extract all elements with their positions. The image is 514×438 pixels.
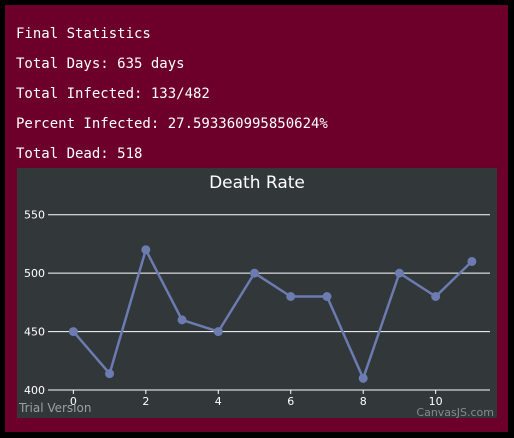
death-rate-chart: Death Rate 400 450 500 550 0 2 4 6 8 10 Trial Ve…: [17, 168, 497, 418]
x-tick-label-2: 2: [142, 395, 149, 408]
y-tick-label-400: 400: [24, 384, 45, 397]
data-point-11: [467, 256, 477, 266]
data-point-10: [431, 292, 441, 301]
percent-infected: Percent Infected: 27.593360995850624%: [16, 116, 328, 132]
total-days: Total Days: 635 days: [16, 56, 185, 72]
y-tick-label-450: 450: [24, 326, 45, 339]
y-tick-label-550: 550: [24, 209, 45, 222]
stats-heading: Final Statistics: [16, 26, 151, 42]
chart-title: Death Rate: [209, 173, 305, 193]
x-tick-label-8: 8: [360, 395, 367, 408]
x-tick-label-0: 0: [70, 395, 77, 408]
data-point-8: [358, 373, 368, 383]
data-point-2: [141, 245, 151, 255]
grid-lines: [48, 214, 490, 333]
total-infected: Total Infected: 133/482: [16, 86, 210, 102]
data-point-5: [250, 268, 260, 278]
data-point-1: [105, 369, 115, 379]
data-point-7: [322, 292, 332, 301]
statistics-panel: Final Statistics Total Days: 635 days To…: [5, 5, 508, 432]
trial-watermark: Trial Version: [18, 401, 91, 415]
x-axis-ticks: 0 2 4 6 8 10: [70, 390, 443, 408]
death-rate-series: [68, 245, 477, 383]
chart-svg: Death Rate 400 450 500 550 0 2 4 6 8 10 Trial Ve…: [18, 173, 494, 418]
x-tick-label-6: 6: [287, 395, 294, 408]
death-rate-line: [72, 248, 473, 380]
data-point-3: [177, 315, 187, 325]
y-tick-label-500: 500: [24, 267, 45, 280]
data-point-6: [286, 292, 296, 301]
total-dead: Total Dead: 518: [16, 146, 143, 162]
x-tick-label-4: 4: [215, 395, 222, 408]
y-axis-ticks: 400 450 500 550: [24, 209, 45, 397]
data-point-9: [394, 268, 404, 278]
canvasjs-credit[interactable]: CanvasJS.com: [416, 406, 494, 418]
data-point-4: [213, 327, 223, 337]
x-tick-label-10: 10: [429, 395, 443, 408]
data-point-0: [68, 327, 78, 337]
